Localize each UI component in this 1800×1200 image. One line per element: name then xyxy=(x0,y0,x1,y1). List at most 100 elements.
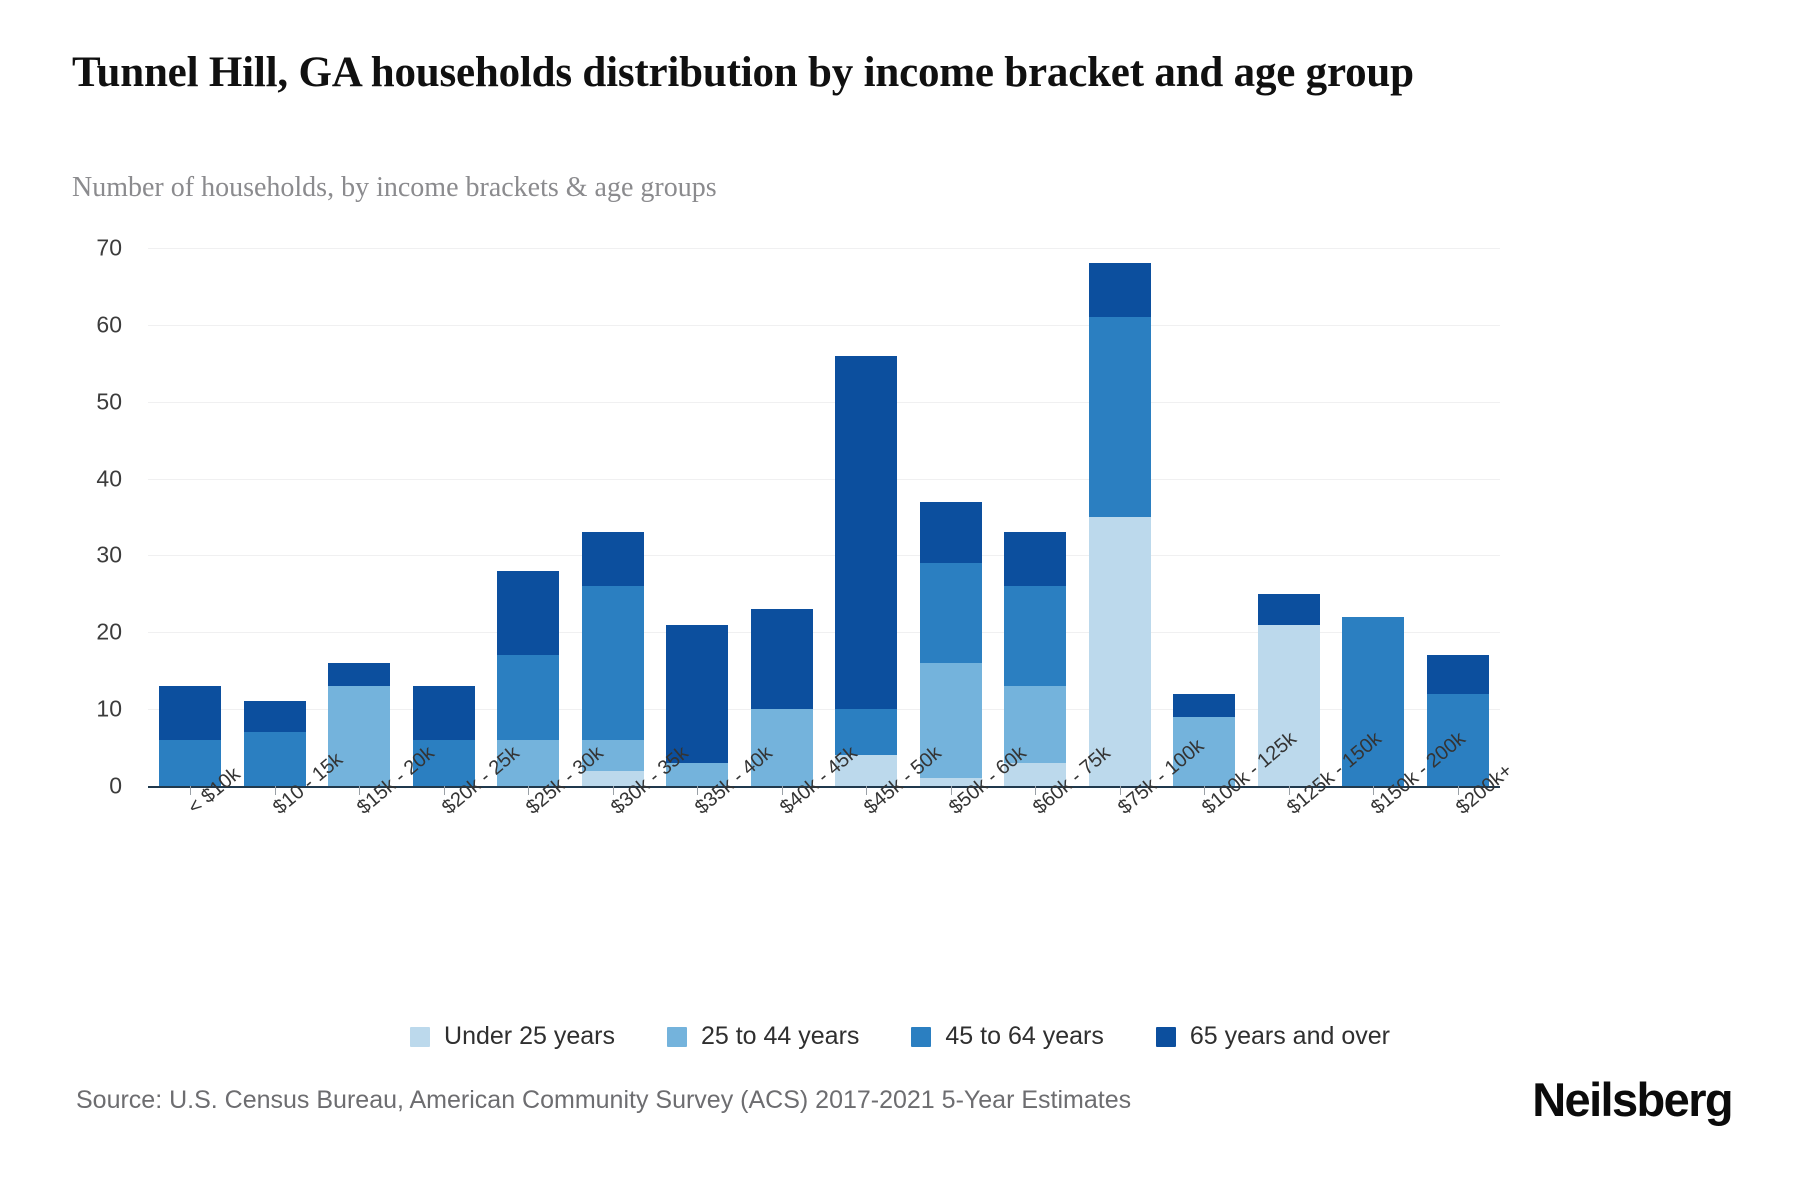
bar-segment[interactable] xyxy=(750,709,813,786)
bar-column[interactable] xyxy=(1247,248,1332,786)
bar-column[interactable] xyxy=(993,248,1078,786)
bar-segment[interactable] xyxy=(1257,624,1320,786)
bar-segment[interactable] xyxy=(1088,517,1151,786)
y-axis-tick-label: 40 xyxy=(96,465,122,492)
bar-segment[interactable] xyxy=(919,563,982,664)
bar-segment[interactable] xyxy=(835,355,898,710)
y-axis-tick-label: 50 xyxy=(96,388,122,415)
stacked-bar[interactable] xyxy=(1088,263,1151,786)
gridline xyxy=(148,709,1500,711)
bar-column[interactable] xyxy=(148,248,233,786)
bar-segment[interactable] xyxy=(1173,693,1236,717)
gridline xyxy=(148,248,1500,249)
bar-column[interactable] xyxy=(486,248,571,786)
bar-column[interactable] xyxy=(571,248,656,786)
bar-segment[interactable] xyxy=(1426,655,1489,694)
bar-segment[interactable] xyxy=(581,532,644,587)
bar-segment[interactable] xyxy=(412,686,475,740)
legend-item[interactable]: 65 years and over xyxy=(1155,1022,1390,1051)
x-axis-tick xyxy=(909,786,994,796)
legend-label: 25 to 44 years xyxy=(700,1022,860,1050)
x-label-column: $50k - 60k xyxy=(909,742,1031,916)
bar-segment[interactable] xyxy=(1004,586,1067,687)
x-axis-tick xyxy=(571,786,656,796)
bar-segment[interactable] xyxy=(1426,693,1489,786)
bar-segment[interactable] xyxy=(919,778,982,786)
x-axis-tick xyxy=(486,786,571,796)
legend-label: 65 years and over xyxy=(1189,1022,1390,1050)
plot-area xyxy=(148,248,1501,788)
bar-column[interactable] xyxy=(233,248,318,786)
bar-segment[interactable] xyxy=(1088,263,1151,318)
stacked-bar[interactable] xyxy=(1004,532,1067,786)
x-label-column: $100k - 125k xyxy=(1162,728,1301,916)
x-label-column: $60k - 75k xyxy=(993,742,1115,916)
x-label-column: < $10k xyxy=(148,763,245,916)
bar-segment[interactable] xyxy=(328,663,391,687)
stacked-bar[interactable] xyxy=(1257,593,1320,786)
x-axis-tick xyxy=(148,786,233,796)
stacked-bar[interactable] xyxy=(159,686,222,786)
bar-column[interactable] xyxy=(317,248,402,786)
bar-segment[interactable] xyxy=(1257,593,1320,625)
bar-column[interactable] xyxy=(1331,248,1416,786)
bar-column[interactable] xyxy=(655,248,740,786)
stacked-bar[interactable] xyxy=(750,609,813,786)
bar-segment[interactable] xyxy=(1004,762,1067,786)
tick-mark xyxy=(528,786,530,795)
bar-segment[interactable] xyxy=(919,501,982,564)
stacked-bar[interactable] xyxy=(666,624,729,786)
bar-column[interactable] xyxy=(1078,248,1163,786)
bar-column[interactable] xyxy=(909,248,994,786)
bar-segment[interactable] xyxy=(159,686,222,740)
gridline xyxy=(148,632,1500,634)
stacked-bar[interactable] xyxy=(328,663,391,786)
bar-segment[interactable] xyxy=(581,739,644,771)
legend-item[interactable]: 25 to 44 years xyxy=(666,1022,860,1051)
y-axis-tick-label: 20 xyxy=(96,618,122,645)
bar-segment[interactable] xyxy=(328,686,391,786)
x-axis-tick xyxy=(740,786,825,796)
bar-column[interactable] xyxy=(402,248,487,786)
stacked-bar[interactable] xyxy=(243,701,306,786)
x-axis-tickmarks xyxy=(148,786,1500,796)
stacked-bar[interactable] xyxy=(1342,616,1405,786)
bar-column[interactable] xyxy=(740,248,825,786)
bar-segment[interactable] xyxy=(497,739,560,786)
legend-item[interactable]: 45 to 64 years xyxy=(911,1022,1104,1051)
stacked-bar[interactable] xyxy=(581,532,644,786)
bar-segment[interactable] xyxy=(750,609,813,710)
bar-segment[interactable] xyxy=(243,732,306,786)
stacked-bar[interactable] xyxy=(1426,655,1489,786)
stacked-bar[interactable] xyxy=(919,501,982,786)
stacked-bar[interactable] xyxy=(1173,693,1236,786)
bar-segment[interactable] xyxy=(1004,532,1067,587)
bar-segment[interactable] xyxy=(835,755,898,786)
bar-segment[interactable] xyxy=(581,770,644,786)
bar-segment[interactable] xyxy=(243,701,306,733)
bar-segment[interactable] xyxy=(159,739,222,786)
bar-segment[interactable] xyxy=(666,624,729,763)
bar-segment[interactable] xyxy=(1173,716,1236,786)
bar-segment[interactable] xyxy=(835,709,898,756)
stacked-bar[interactable] xyxy=(412,686,475,786)
bar-segment[interactable] xyxy=(497,655,560,740)
bar-segment[interactable] xyxy=(1342,616,1405,786)
bar-segment[interactable] xyxy=(1088,317,1151,517)
bar-segment[interactable] xyxy=(581,586,644,740)
source-note: Source: U.S. Census Bureau, American Com… xyxy=(76,1086,1132,1114)
bar-segment[interactable] xyxy=(666,762,729,786)
legend-item[interactable]: Under 25 years xyxy=(410,1022,615,1051)
tick-mark xyxy=(866,786,868,795)
bar-segment[interactable] xyxy=(497,570,560,656)
bar-segment[interactable] xyxy=(412,739,475,786)
x-axis-tick xyxy=(1162,786,1247,796)
bar-segment[interactable] xyxy=(919,663,982,779)
stacked-bar[interactable] xyxy=(835,355,898,786)
x-axis-tick xyxy=(1247,786,1332,796)
bar-column[interactable] xyxy=(1416,248,1501,786)
stacked-bar[interactable] xyxy=(497,570,560,786)
bar-segment[interactable] xyxy=(1004,686,1067,763)
bar-column[interactable] xyxy=(824,248,909,786)
bar-column[interactable] xyxy=(1162,248,1247,786)
